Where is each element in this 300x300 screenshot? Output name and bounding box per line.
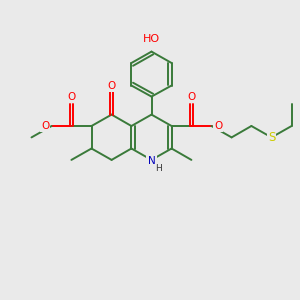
Text: O: O [187,92,196,102]
Text: O: O [214,121,222,131]
Text: O: O [41,121,49,131]
Text: HO: HO [143,34,160,44]
Text: O: O [67,92,76,102]
Text: N: N [148,156,155,167]
Text: S: S [268,131,275,144]
Text: H: H [155,164,162,173]
Text: O: O [107,80,116,91]
